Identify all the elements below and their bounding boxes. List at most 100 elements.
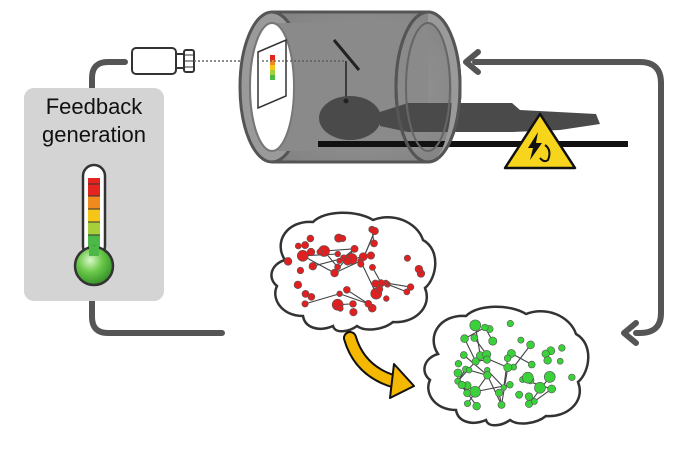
network-node	[453, 368, 463, 378]
network-node	[522, 371, 534, 384]
network-node	[366, 251, 375, 260]
brain-network-red-icon	[270, 211, 437, 333]
network-node	[369, 263, 376, 271]
network-node	[568, 373, 576, 381]
network-node	[460, 334, 469, 343]
network-edge	[387, 283, 408, 293]
patient-body	[380, 103, 600, 132]
network-node	[463, 389, 472, 398]
network-node	[471, 357, 480, 366]
network-node	[316, 248, 323, 255]
mri-scanner-icon	[238, 10, 628, 164]
network-node	[301, 241, 310, 249]
head-coil-mirror-icon	[332, 39, 361, 100]
network-node	[403, 254, 411, 262]
network-node	[469, 385, 481, 398]
network-node	[364, 299, 373, 308]
network-node	[306, 247, 316, 257]
network-node	[454, 360, 463, 368]
network-node	[403, 288, 411, 296]
network-node	[472, 402, 481, 411]
network-node	[301, 290, 310, 298]
network-node	[330, 268, 339, 278]
network-node	[495, 388, 503, 397]
network-node	[526, 340, 535, 350]
network-node	[349, 308, 358, 317]
thermometer-icon	[73, 163, 115, 287]
network-node	[377, 279, 385, 287]
network-node	[308, 262, 317, 271]
feedback-loop-left	[89, 59, 225, 336]
electric-hazard-warning-icon	[503, 112, 577, 170]
network-node	[339, 234, 347, 243]
network-node	[543, 356, 552, 365]
network-node	[506, 381, 514, 389]
network-node	[470, 334, 479, 342]
network-node	[334, 263, 341, 271]
network-node	[534, 382, 546, 394]
network-node	[503, 354, 512, 362]
network-node	[296, 249, 309, 262]
network-node	[465, 366, 473, 374]
network-node	[296, 266, 305, 275]
network-node	[350, 244, 359, 253]
network-node	[530, 398, 538, 405]
network-edge	[339, 293, 369, 305]
network-node	[469, 319, 482, 332]
network-node	[517, 336, 525, 344]
network-edge	[346, 289, 369, 305]
network-node	[306, 234, 315, 243]
feedback-loop-right	[463, 49, 664, 346]
network-node	[349, 300, 357, 308]
network-node	[370, 227, 379, 236]
network-node	[556, 357, 564, 365]
arrowhead-into-brain	[621, 320, 639, 346]
feedback-box-title-line2: generation	[42, 122, 146, 147]
network-node	[457, 380, 466, 390]
network-node	[524, 392, 534, 401]
network-node	[294, 242, 302, 250]
network-node	[503, 363, 513, 372]
network-edge	[304, 293, 340, 305]
network-node	[414, 264, 424, 274]
network-node	[293, 280, 303, 289]
network-node	[464, 400, 471, 408]
network-node	[547, 384, 556, 394]
improvement-transition-arrow	[343, 331, 415, 399]
arrowhead-into-scanner	[463, 49, 481, 75]
feedback-generation-box: Feedback generation	[24, 88, 164, 301]
network-node	[383, 295, 390, 302]
network-node	[558, 344, 566, 352]
network-node	[301, 300, 309, 308]
network-node	[334, 250, 341, 258]
network-node	[375, 285, 384, 293]
network-node	[543, 371, 556, 383]
network-node	[357, 260, 365, 268]
network-edge	[486, 375, 503, 406]
network-node	[459, 351, 468, 359]
network-edge	[334, 260, 361, 274]
network-node	[336, 290, 343, 297]
network-edge	[513, 344, 532, 368]
network-node	[500, 384, 507, 391]
network-node	[370, 239, 378, 248]
network-node	[482, 355, 491, 364]
network-node	[343, 257, 352, 266]
feedback-box-title-line1: Feedback	[46, 94, 144, 119]
projector-icon	[131, 47, 262, 75]
network-node	[337, 305, 344, 312]
network-node	[497, 400, 506, 409]
network-node	[343, 286, 351, 294]
network-node	[483, 371, 492, 380]
network-node	[488, 336, 498, 346]
network-node	[283, 257, 293, 266]
brain-network-green-icon	[423, 305, 590, 427]
network-node	[481, 323, 489, 332]
scanner-table	[318, 141, 628, 147]
network-node	[527, 360, 536, 369]
network-node	[515, 390, 524, 399]
network-edge	[503, 358, 509, 388]
network-node	[506, 320, 514, 328]
feedback-display-icon	[257, 38, 287, 110]
